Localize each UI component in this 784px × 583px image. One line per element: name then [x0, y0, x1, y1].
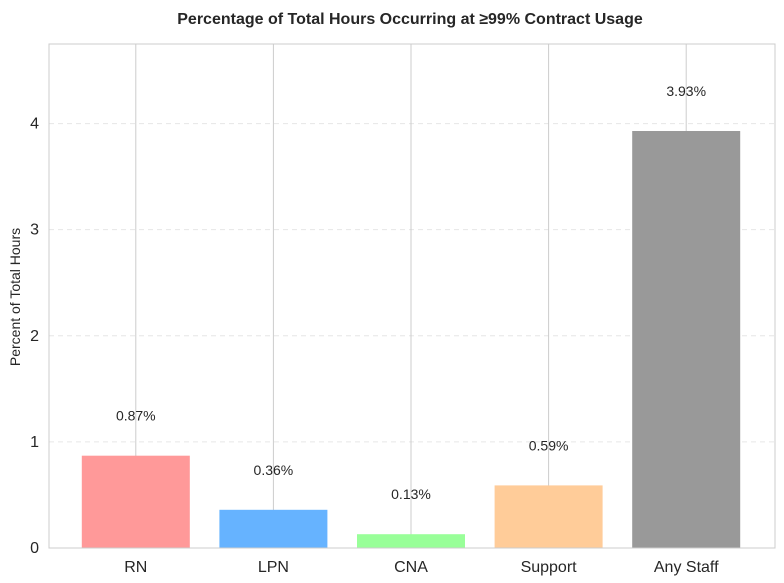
- y-tick-label: 0: [30, 540, 39, 557]
- data-label: 0.36%: [254, 462, 294, 478]
- data-label-layer: 0.87% 0.36% 0.13% 0.59% 3.93%: [116, 83, 706, 502]
- y-tick-label: 3: [30, 222, 39, 239]
- bar-rn: [81, 455, 190, 548]
- plot-border: [48, 43, 776, 549]
- y-tick-label: 4: [30, 116, 39, 133]
- data-label: 0.13%: [391, 486, 431, 502]
- chart-title: Percentage of Total Hours Occurring at ≥…: [177, 11, 643, 28]
- y-tick-label: 1: [30, 434, 39, 451]
- bar-any-staff: [632, 131, 741, 548]
- tick-layer: 0 1 2 3 4 RN LPN CNA Support Any Staff: [30, 116, 719, 576]
- x-tick-label: RN: [124, 559, 147, 576]
- plot-frame: [48, 43, 776, 549]
- x-tick-label: CNA: [394, 559, 428, 576]
- data-label: 0.87%: [116, 408, 156, 424]
- x-tick-label: Support: [521, 559, 578, 576]
- bar-lpn: [219, 509, 328, 548]
- y-axis-label: Percent of Total Hours: [7, 228, 23, 366]
- bar-support: [494, 485, 603, 548]
- bar-cna: [357, 534, 465, 548]
- x-tick-label: Any Staff: [654, 559, 719, 576]
- data-label: 3.93%: [666, 83, 706, 99]
- bar-layer: [81, 131, 741, 548]
- data-label: 0.59%: [529, 437, 569, 453]
- y-tick-label: 2: [30, 328, 39, 345]
- x-tick-label: LPN: [258, 559, 289, 576]
